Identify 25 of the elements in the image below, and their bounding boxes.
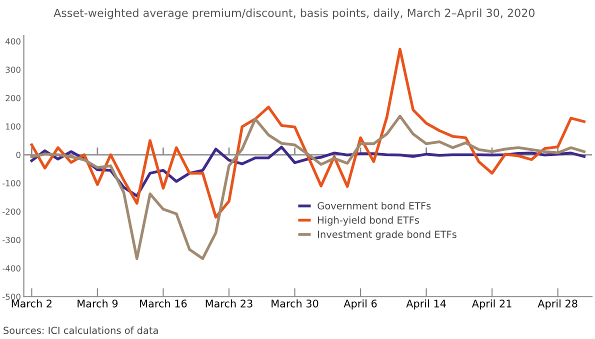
x-tick-label: April 21 xyxy=(472,299,512,310)
line-series xyxy=(30,114,586,260)
x-tick-label: March 9 xyxy=(78,299,118,308)
x-tick-label: March 30 xyxy=(272,299,318,308)
y-tick-label: -200 xyxy=(2,208,20,215)
y-tick-label: 400 xyxy=(6,38,20,45)
y-tick-label: 300 xyxy=(6,66,20,73)
x-tick-label: March 2 xyxy=(12,299,52,308)
y-tick-label: 100 xyxy=(6,123,20,130)
x-tick-label: April 28 xyxy=(538,299,578,310)
y-tick-label: -300 xyxy=(2,236,20,244)
y-tick-label: 200 xyxy=(6,94,20,102)
x-tick-label: March 23 xyxy=(206,299,252,308)
chart-title: Asset-weighted average premium/discount, basis points, daily, March 2–April 30, 2020 xyxy=(54,8,535,20)
y-tick-label: -400 xyxy=(2,265,20,272)
legend-label: Investment grade bond ETFs xyxy=(318,230,456,240)
source-note: Sources: ICI calculations of data xyxy=(4,326,158,334)
y-tick-label: -100 xyxy=(2,180,20,186)
y-tick-label: 0 xyxy=(16,152,20,158)
x-tick-label: March 16 xyxy=(140,299,187,308)
x-tick-label: April 6 xyxy=(344,299,377,310)
x-tick-label: April 14 xyxy=(406,299,446,310)
legend-label: High-yield bond ETFs xyxy=(318,216,420,226)
y-tick-label: -500 xyxy=(2,294,20,300)
legend-label: Government bond ETFs xyxy=(318,202,431,210)
